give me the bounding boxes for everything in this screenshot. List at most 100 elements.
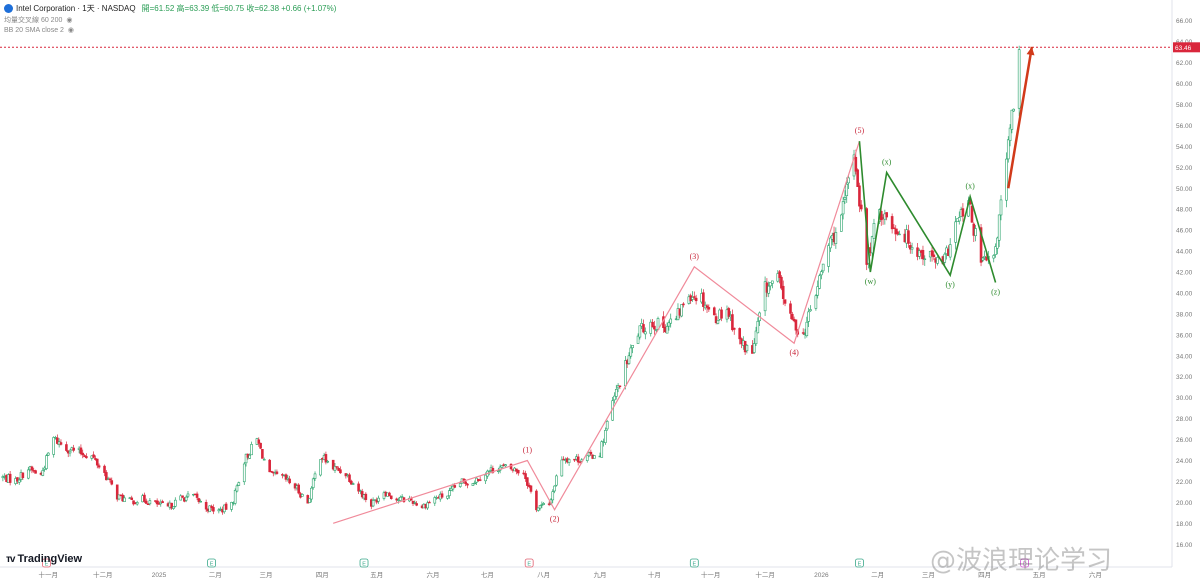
wave-label: (4) [789, 348, 799, 357]
candle-body [1012, 108, 1016, 112]
candle-body [237, 482, 241, 486]
current-price-label: 63.46 [1175, 45, 1192, 52]
candle-body [763, 281, 767, 312]
candle-body [389, 495, 393, 499]
price-tick-label: 46.00 [1176, 228, 1193, 235]
candle-body [135, 501, 139, 505]
candle-body [144, 500, 148, 504]
candle-body [856, 169, 859, 187]
candle-body [807, 311, 810, 322]
candle-body [629, 347, 633, 357]
candle-body [994, 246, 997, 255]
indicator-legend-2[interactable]: BB 20 SMA close 2 ◉ [4, 26, 74, 34]
candle-body [184, 496, 188, 501]
event-marker-label: E [858, 562, 862, 568]
eye-icon[interactable]: ◉ [67, 27, 75, 34]
candle-body [204, 502, 208, 510]
candle-body [918, 250, 921, 257]
candle-body [516, 470, 520, 474]
candle-body [242, 463, 246, 483]
candle-body [199, 501, 202, 503]
price-tick-label: 48.00 [1176, 207, 1193, 214]
candle-body [769, 282, 772, 287]
candle-body [613, 395, 616, 401]
tradingview-logo: ᴛᴠ TradingView [6, 553, 82, 565]
candle-body [578, 461, 582, 463]
candle-body [95, 458, 99, 466]
candle-body [814, 295, 818, 309]
candle-body [210, 505, 213, 509]
candle-body [754, 330, 758, 345]
indicator-legend-1[interactable]: 均量交叉線 60 200 ◉ [4, 15, 72, 25]
time-tick-label: 十一月 [701, 570, 721, 579]
candle-body [491, 467, 495, 473]
candle-body [497, 470, 500, 472]
candle-body [892, 227, 896, 229]
candle-body [155, 500, 159, 505]
candle-body [872, 223, 876, 239]
candle-body [52, 437, 56, 455]
candle-body [731, 314, 734, 331]
candle-body [847, 177, 850, 184]
candle-body [388, 492, 391, 497]
time-tick-label: 2025 [152, 572, 167, 579]
candle-body [335, 466, 339, 468]
candle-body [195, 493, 199, 498]
price-tick-label: 66.00 [1176, 18, 1193, 25]
candle-body [702, 292, 705, 307]
candle-body [130, 497, 134, 500]
candle-body [524, 473, 527, 480]
candle-body [333, 466, 337, 471]
candle-body [364, 493, 368, 500]
time-tick-label: 三月 [922, 571, 935, 579]
price-tick-label: 62.00 [1176, 60, 1193, 67]
time-tick-label: 十二月 [93, 570, 113, 579]
candle-body [600, 441, 604, 458]
candle-body [161, 501, 164, 504]
time-tick-label: 六月 [426, 570, 439, 579]
candle-body [500, 465, 504, 468]
wave-label: (y) [946, 280, 956, 289]
symbol-title[interactable]: Intel Corporation · 1天 · NASDAQ [16, 4, 136, 13]
candle-body [146, 503, 150, 505]
candle-body [68, 450, 72, 454]
candle-body [326, 461, 330, 463]
candle-body [85, 456, 88, 459]
candle-body [26, 469, 30, 479]
candle-body [542, 503, 545, 505]
candle-body [310, 487, 313, 500]
candle-body [471, 483, 475, 486]
eye-icon[interactable]: ◉ [66, 17, 73, 24]
candle-body [540, 504, 544, 506]
candle-body [667, 322, 671, 327]
indicator-1-label: 均量交叉線 60 200 [4, 17, 63, 24]
candle-body [270, 470, 273, 473]
candle-body [301, 494, 304, 497]
candle-body [1010, 109, 1014, 130]
candle-body [589, 451, 593, 455]
event-marker-icon [207, 558, 216, 568]
candle-body [948, 244, 952, 258]
tradingview-mark-icon: ᴛᴠ [6, 554, 16, 565]
candle-body [105, 472, 108, 481]
candle-body [638, 325, 642, 338]
candle-body [923, 258, 927, 260]
candle-body [357, 483, 360, 492]
impulse-wave-line [332, 140, 861, 524]
candle-body [1006, 139, 1010, 160]
candle-body [45, 455, 48, 469]
candle-body [538, 505, 542, 509]
candle-body [268, 459, 271, 473]
candle-body [705, 305, 709, 308]
candle-body [954, 221, 957, 243]
candle-body [208, 505, 212, 513]
price-tick-label: 58.00 [1176, 102, 1193, 109]
candle-body [618, 385, 622, 387]
price-tick-label: 18.00 [1176, 521, 1193, 528]
candle-body [115, 484, 119, 500]
candle-body [624, 360, 627, 387]
candle-body [428, 501, 431, 504]
candle-body [636, 335, 640, 344]
price-tick-label: 36.00 [1176, 332, 1193, 339]
